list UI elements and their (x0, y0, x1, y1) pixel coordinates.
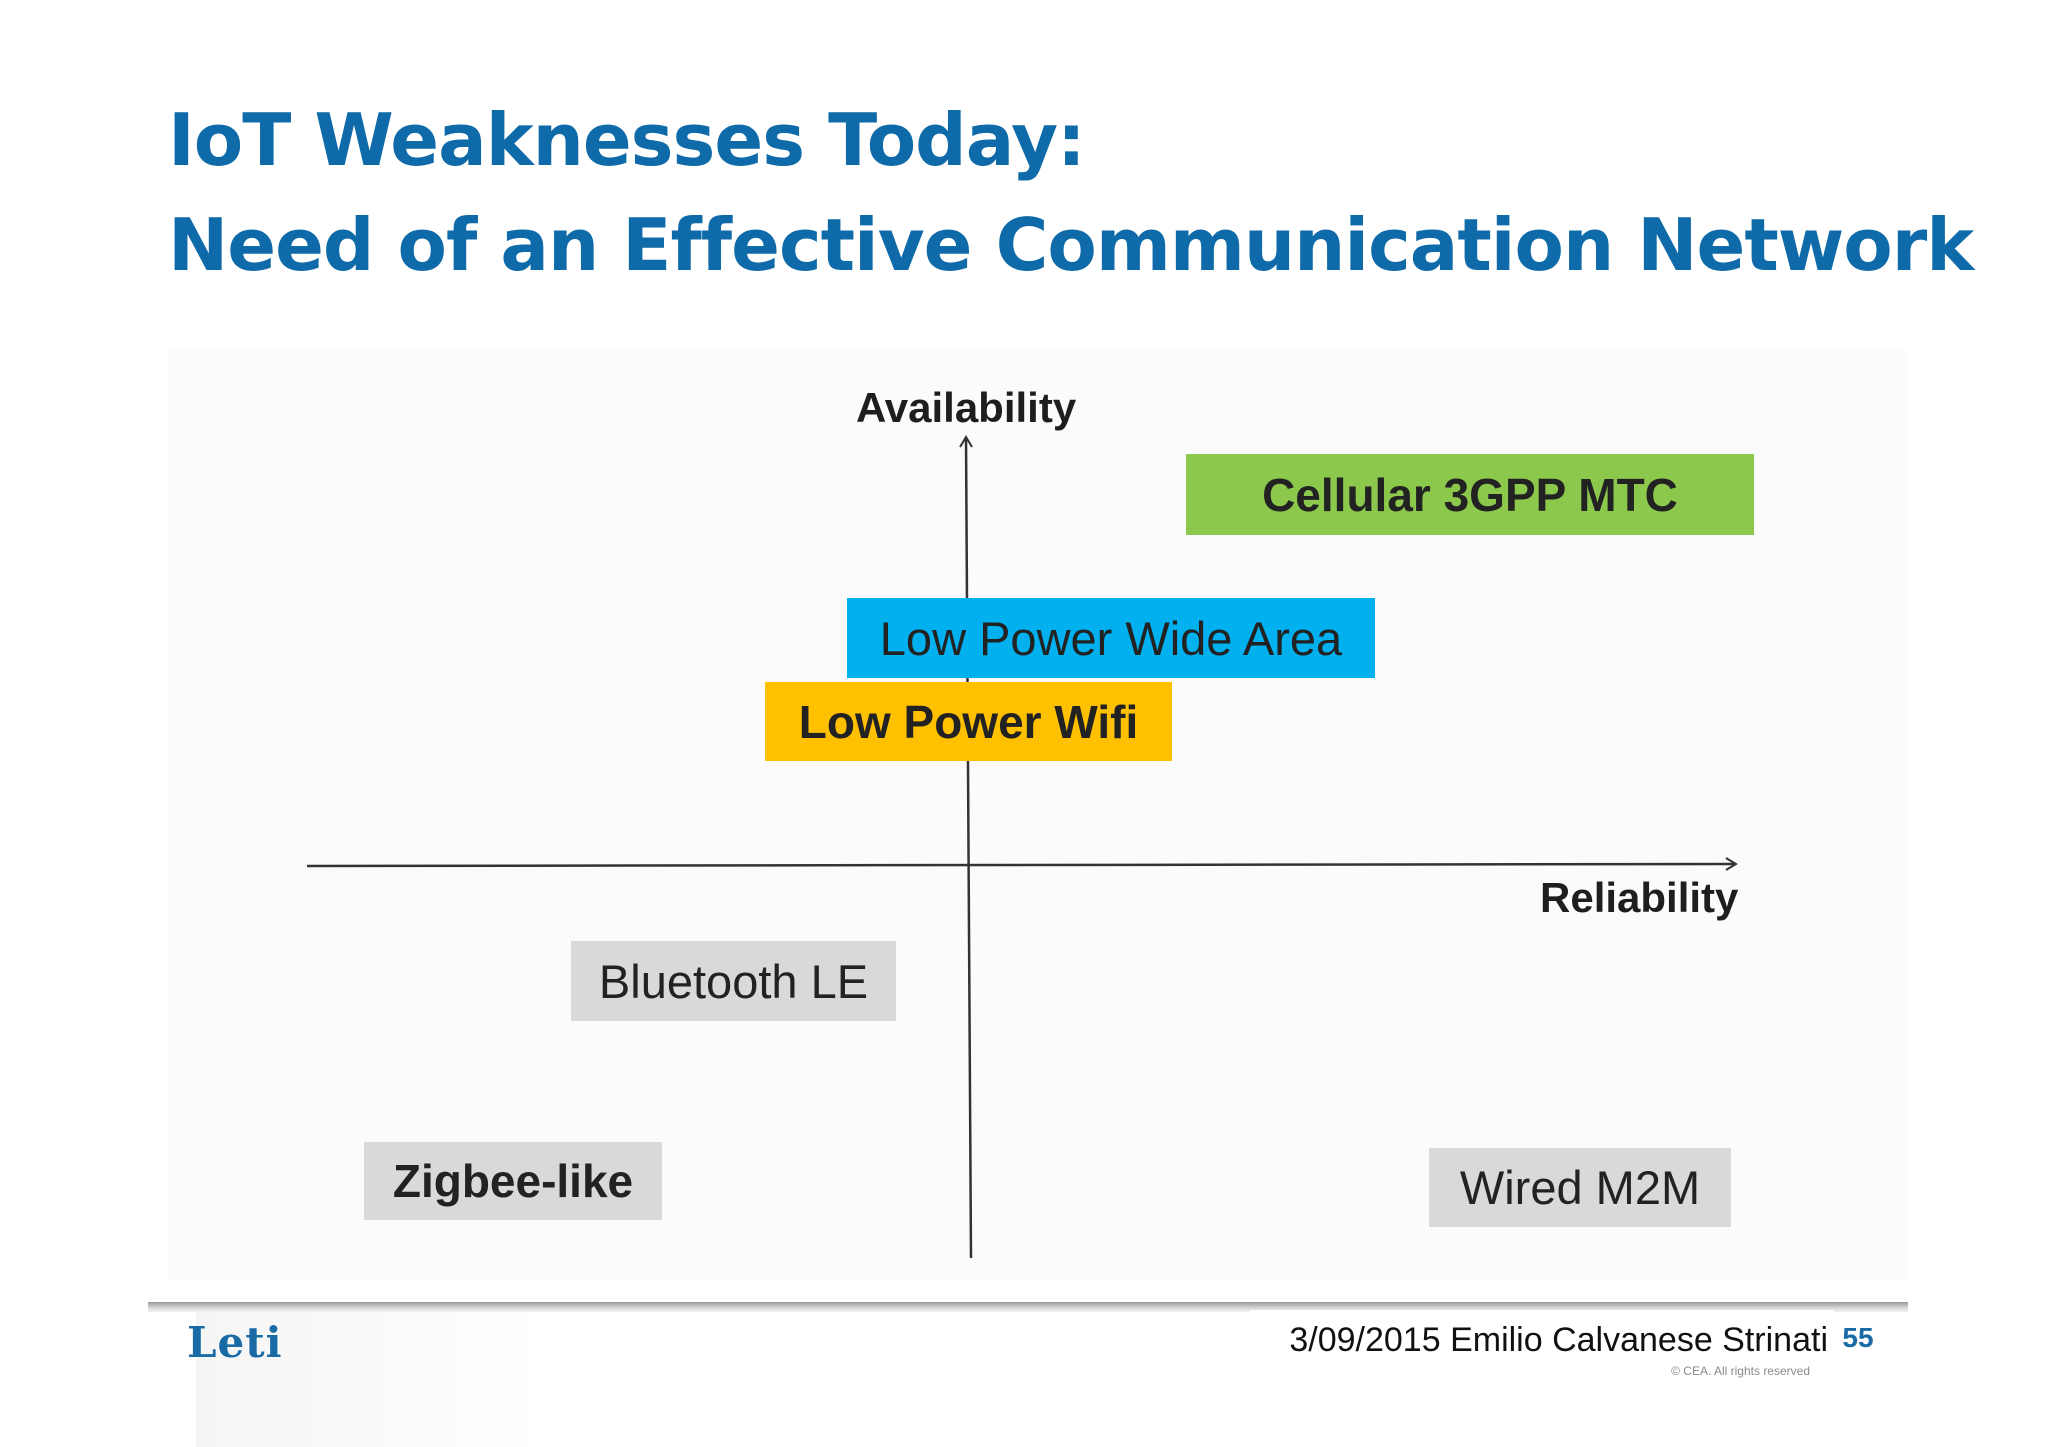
footer-divider (148, 1302, 1908, 1312)
box-cellular-3gpp-mtc: Cellular 3GPP MTC (1186, 454, 1754, 535)
x-axis-label: Reliability (1540, 874, 1739, 921)
slide-title: IoT Weaknesses Today: Need of an Effecti… (168, 88, 1974, 298)
y-axis-line (959, 435, 973, 1259)
footer-date-author: 3/09/2015 Emilio Calvanese Strinati (1250, 1310, 1834, 1370)
page-number: 55 (1842, 1322, 1874, 1353)
leti-logo: Leti (187, 1318, 283, 1367)
box-low-power-wide-area: Low Power Wide Area (847, 598, 1375, 678)
box-wired-m2m: Wired M2M (1429, 1148, 1731, 1227)
copyright-notice: © CEA. All rights reserved (1671, 1364, 1810, 1378)
box-zigbee-like: Zigbee-like (364, 1142, 662, 1220)
title-line-1: IoT Weaknesses Today: (168, 98, 1086, 182)
y-axis-label: Availability (856, 384, 1077, 431)
box-bluetooth-le: Bluetooth LE (571, 941, 896, 1021)
title-line-2: Need of an Effective Communication Netwo… (168, 203, 1974, 287)
x-axis-line (306, 857, 1738, 871)
box-low-power-wifi: Low Power Wifi (765, 682, 1172, 761)
